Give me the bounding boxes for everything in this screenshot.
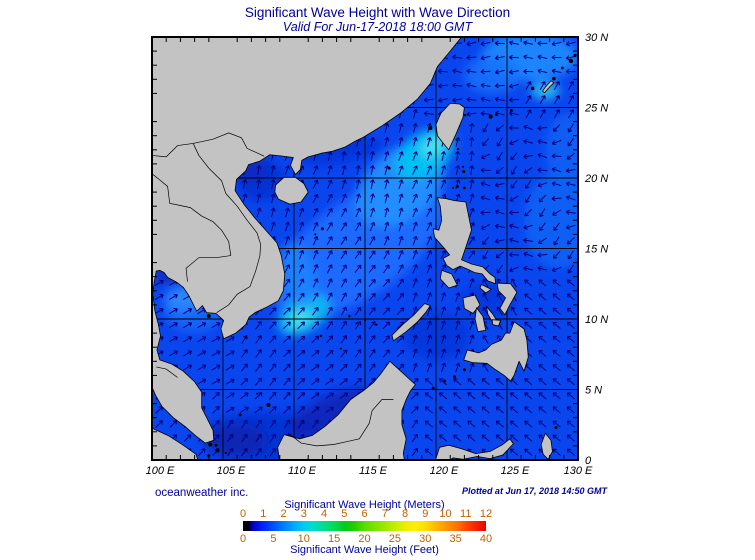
degree-tick-marks	[153, 38, 577, 459]
feet-tick-label: 0	[239, 533, 247, 545]
lon-tick-label: 120 E	[430, 465, 459, 477]
country-borders-layer	[152, 132, 394, 447]
meters-tick-label: 6	[361, 508, 368, 520]
map-frame	[151, 36, 579, 461]
plotted-timestamp: Plotted at Jun 17, 2018 14:50 GMT	[461, 486, 607, 496]
lon-tick-label: 110 E	[288, 465, 317, 477]
lat-tick-label: 5 N	[585, 385, 602, 397]
feet-tick-label: 20	[358, 533, 371, 545]
meters-tick-label: 0	[239, 508, 247, 520]
lat-tick-label: 30 N	[585, 32, 608, 44]
lon-tick-label: 115 E	[359, 465, 388, 477]
land-layer	[152, 37, 555, 460]
lon-tick-label: 100 E	[146, 465, 175, 477]
feet-tick-label: 15	[328, 533, 341, 545]
legend-feet-label: Significant Wave Height (Feet)	[290, 544, 439, 556]
meters-tick-label: 8	[401, 508, 409, 520]
meters-tick-label: 10	[439, 508, 452, 520]
lat-tick-label: 10 N	[585, 314, 608, 326]
lat-tick-label: 25 N	[584, 103, 608, 115]
valid-time-subtitle: Valid For Jun-17-2018 18:00 GMT	[282, 20, 473, 34]
feet-tick-label: 10	[297, 533, 310, 545]
feet-tick-label: 25	[388, 533, 401, 545]
meters-tick-label: 3	[300, 508, 307, 520]
wave-height-colorbar	[243, 521, 486, 531]
lat-tick-label: 20 N	[584, 173, 608, 185]
meters-tick-label: 2	[280, 508, 287, 520]
meters-tick-label: 12	[479, 508, 493, 520]
feet-tick-label: 30	[419, 533, 432, 545]
small-islands-layer	[206, 53, 577, 458]
feet-tick-label: 40	[479, 533, 493, 545]
axis-labels: 100 E 105 E 110 E 115 E 120 E 125 E 130 E 30 N 2…	[146, 32, 609, 477]
credit-text: oceanweather inc.	[155, 487, 249, 499]
feet-tick-label: 5	[270, 533, 277, 545]
lat-tick-label: 0	[585, 455, 592, 467]
lat-tick-label: 15 N	[585, 244, 608, 256]
meters-tick-label: 1	[260, 508, 267, 520]
feet-tick-label: 35	[449, 533, 462, 545]
meters-tick-label: 7	[381, 508, 388, 520]
lon-tick-label: 125 E	[501, 465, 530, 477]
meters-tick-label: 4	[320, 508, 328, 520]
lon-tick-label: 105 E	[217, 465, 246, 477]
lon-tick-label: 130 E	[564, 465, 593, 477]
page-title: Significant Wave Height with Wave Direct…	[244, 5, 511, 20]
legend-meters-label: Significant Wave Height (Meters)	[284, 499, 445, 511]
meters-tick-label: 11	[460, 508, 472, 520]
meters-tick-label: 5	[341, 508, 348, 520]
meters-tick-label: 9	[422, 508, 429, 520]
